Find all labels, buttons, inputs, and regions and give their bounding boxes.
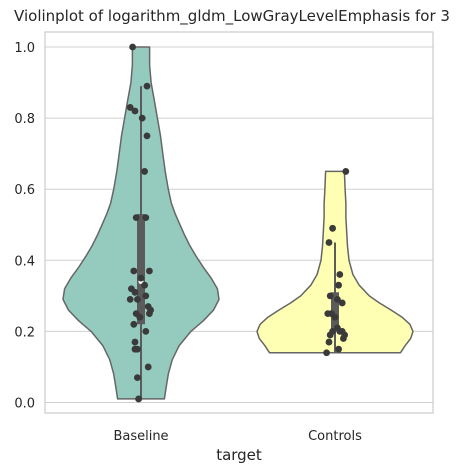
data-point bbox=[131, 288, 139, 296]
data-point bbox=[135, 395, 143, 403]
chart-title: Violinplot of logarithm_gldm_LowGrayLeve… bbox=[14, 7, 450, 26]
data-point bbox=[340, 335, 347, 342]
data-point bbox=[141, 281, 149, 289]
y-tick-label: 0.0 bbox=[14, 397, 35, 412]
y-tick-label: 0.4 bbox=[14, 254, 35, 269]
data-point bbox=[329, 224, 336, 232]
data-point bbox=[143, 132, 151, 140]
violins bbox=[62, 46, 414, 400]
data-point bbox=[326, 331, 334, 339]
y-tick-label: 0.6 bbox=[14, 183, 35, 198]
x-tick-labels: Baseline Controls bbox=[113, 429, 362, 444]
data-point bbox=[126, 296, 134, 303]
data-point bbox=[336, 271, 344, 278]
y-tick-label: 0.8 bbox=[14, 112, 35, 127]
data-point bbox=[136, 313, 144, 321]
y-tick-label: 1.0 bbox=[14, 41, 35, 56]
x-tick-label: Controls bbox=[308, 429, 362, 444]
data-point bbox=[338, 299, 346, 307]
x-tick-label: Baseline bbox=[113, 429, 168, 444]
data-point bbox=[130, 267, 138, 275]
data-point bbox=[323, 349, 330, 357]
data-point bbox=[342, 168, 350, 175]
iqr-box bbox=[331, 292, 339, 332]
data-point bbox=[132, 214, 140, 222]
data-point bbox=[131, 107, 139, 115]
y-tick-label: 0.2 bbox=[14, 325, 35, 340]
iqr-box bbox=[137, 214, 145, 325]
data-point bbox=[134, 296, 141, 303]
data-point bbox=[143, 82, 151, 90]
data-point bbox=[144, 363, 152, 371]
data-point bbox=[142, 214, 150, 222]
plot-frame bbox=[44, 31, 434, 414]
data-point bbox=[137, 274, 145, 282]
data-point bbox=[335, 281, 342, 289]
data-point bbox=[130, 320, 138, 328]
data-point bbox=[131, 338, 139, 346]
data-point bbox=[331, 313, 339, 321]
data-point bbox=[146, 310, 153, 318]
data-point bbox=[326, 292, 334, 300]
data-point bbox=[134, 345, 141, 353]
data-point bbox=[146, 267, 153, 275]
strip-points bbox=[126, 43, 350, 403]
data-point bbox=[325, 239, 333, 246]
data-point bbox=[141, 168, 149, 175]
x-axis-label: target bbox=[216, 446, 262, 464]
data-point bbox=[126, 104, 134, 111]
data-point bbox=[138, 114, 146, 122]
data-point bbox=[335, 345, 342, 353]
data-point bbox=[142, 328, 150, 335]
data-point bbox=[142, 292, 150, 300]
data-point bbox=[325, 338, 333, 346]
data-point bbox=[334, 296, 341, 303]
data-point bbox=[129, 43, 137, 51]
y-tick-labels: 0.0 0.2 0.4 0.6 0.8 1.0 bbox=[14, 41, 35, 412]
data-point bbox=[134, 374, 141, 382]
